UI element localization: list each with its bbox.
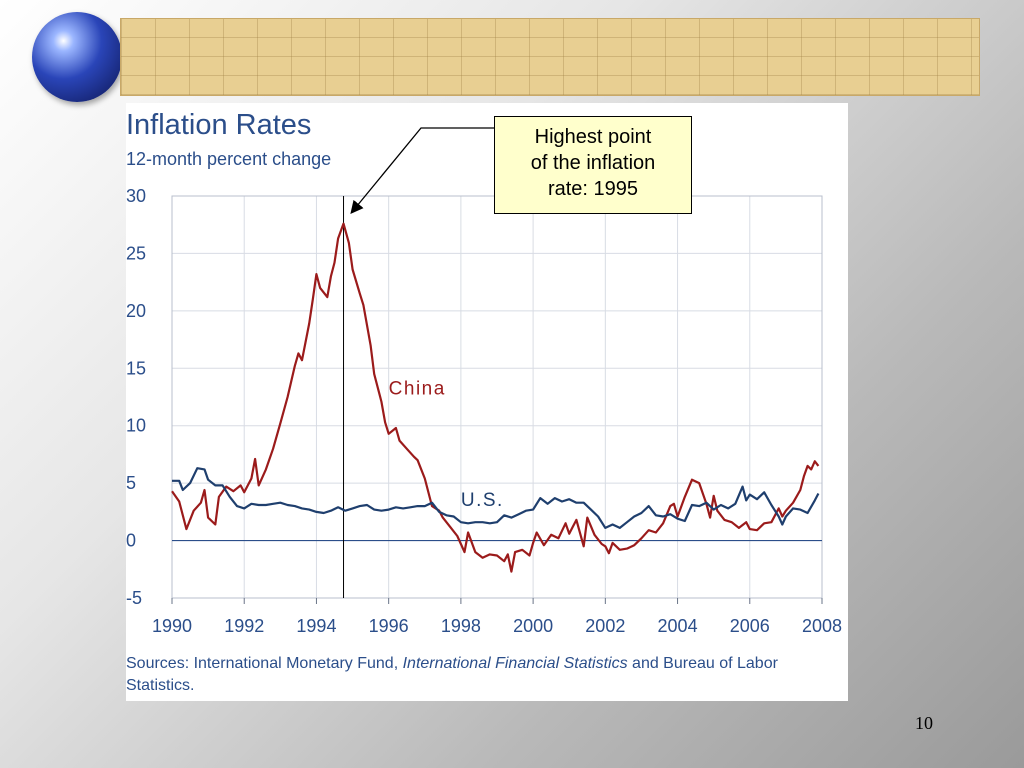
y-tick-label: 15 bbox=[126, 358, 146, 378]
y-tick-label: 25 bbox=[126, 243, 146, 263]
globe-icon bbox=[32, 12, 122, 102]
x-tick-label: 1992 bbox=[224, 616, 264, 636]
x-tick-label: 1998 bbox=[441, 616, 481, 636]
series-line-china bbox=[171, 222, 820, 573]
x-tick-label: 2000 bbox=[513, 616, 553, 636]
source-prefix: Sources: International Monetary Fund, bbox=[126, 655, 403, 672]
x-tick-label: 1994 bbox=[296, 616, 336, 636]
x-tick-label: 2002 bbox=[585, 616, 625, 636]
y-tick-label: 20 bbox=[126, 301, 146, 321]
chart-panel: Inflation Rates 12-month percent change … bbox=[126, 103, 848, 701]
chart-subtitle: 12-month percent change bbox=[126, 149, 332, 169]
x-tick-label: 2004 bbox=[658, 616, 698, 636]
y-tick-label: -5 bbox=[126, 588, 142, 608]
source-suffix: and Bureau of Labor Statistics. bbox=[126, 655, 778, 694]
callout-line-2: of the inflation bbox=[530, 152, 656, 174]
source-italic: International Financial Statistics bbox=[402, 655, 628, 672]
series-label: China bbox=[389, 379, 446, 400]
series-line-us bbox=[172, 467, 820, 529]
chart-title: Inflation Rates bbox=[126, 109, 312, 141]
callout-line-3: rate: 1995 bbox=[547, 178, 639, 200]
annotation-callout: Highest point of the inflation rate: 199… bbox=[494, 116, 692, 214]
page-number: 10 bbox=[915, 713, 933, 733]
plot-frame bbox=[171, 195, 823, 599]
y-tick-label: 5 bbox=[126, 473, 136, 493]
series-label: U.S. bbox=[461, 490, 504, 511]
x-tick-label: 1990 bbox=[152, 616, 192, 636]
line-chart: -5 0 5 10 15 20 25 30 1990 1992 1994 1996 1998 2000 20… bbox=[126, 186, 842, 636]
y-tick-label: 30 bbox=[126, 186, 146, 206]
x-tick-label: 2006 bbox=[730, 616, 770, 636]
x-tick-label: 2008 bbox=[802, 616, 842, 636]
world-map-banner bbox=[120, 18, 980, 96]
callout-line-1: Highest point bbox=[534, 126, 652, 148]
y-tick-label: 0 bbox=[126, 531, 136, 551]
y-tick-label: 10 bbox=[126, 416, 146, 436]
x-tick-label: 1996 bbox=[369, 616, 409, 636]
chart-source: Sources: International Monetary Fund, In… bbox=[126, 653, 846, 697]
